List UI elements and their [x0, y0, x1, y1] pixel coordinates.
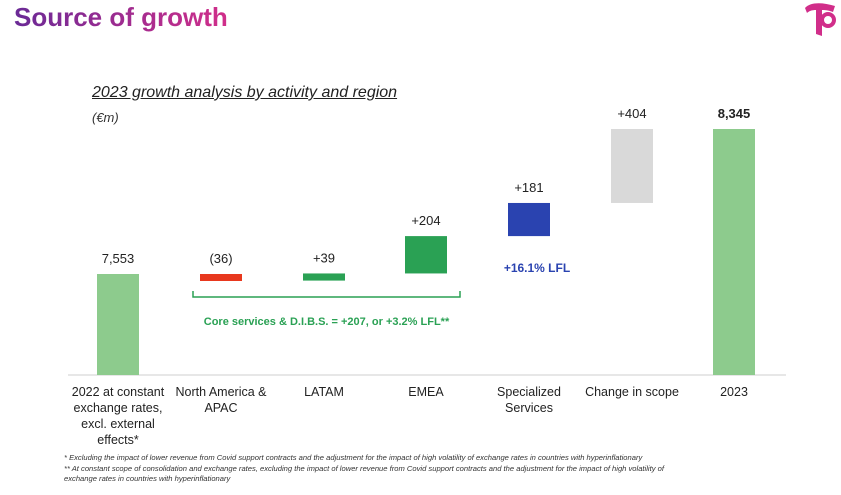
category-label-2-0: LATAM — [304, 385, 344, 399]
specialized-lfl-annotation: +16.1% LFL — [504, 261, 570, 275]
footnote-2: ** At constant scope of consolidation an… — [64, 463, 664, 473]
category-label-1-1: APAC — [204, 401, 237, 415]
bar-6 — [713, 129, 755, 375]
footnote-1: * Excluding the impact of lower revenue … — [64, 453, 643, 462]
category-label-0-1: exchange rates, — [74, 401, 163, 415]
footnote-3: exchange rates in countries with hyperin… — [64, 474, 231, 483]
chart-title: 2023 growth analysis by activity and reg… — [92, 84, 398, 101]
category-label-6-0: 2023 — [720, 385, 748, 399]
waterfall-chart: 7,553 2022 at constant exchange rates, excl… — [68, 106, 786, 447]
category-label-0-0: 2022 at constant — [72, 385, 165, 399]
bar-2 — [303, 273, 345, 281]
core-services-bracket — [192, 291, 461, 298]
data-label-5: +404 — [617, 106, 646, 121]
category-label-0-3: effects* — [97, 433, 139, 447]
bar-5 — [611, 129, 653, 203]
core-services-annotation: Core services & D.I.B.S. = +207, or +3.2… — [204, 316, 450, 328]
bar-1 — [200, 274, 242, 281]
page-title: Source of growth — [14, 2, 228, 32]
category-label-4-1: Services — [505, 401, 553, 415]
category-label-1-0: North America & — [175, 385, 267, 399]
bar-3 — [405, 236, 447, 274]
data-label-4: +181 — [514, 180, 543, 195]
category-label-5-0: Change in scope — [585, 385, 679, 399]
category-label-3-0: EMEA — [408, 385, 444, 399]
footnotes: * Excluding the impact of lower revenue … — [64, 453, 824, 485]
bar-4 — [508, 202, 550, 237]
company-logo-icon — [805, 3, 836, 36]
category-label-4-0: Specialized — [497, 385, 561, 399]
data-label-1: (36) — [209, 251, 232, 266]
data-label-3: +204 — [411, 213, 440, 228]
data-label-6: 8,345 — [718, 106, 751, 121]
chart-unit: (€m) — [92, 110, 119, 125]
data-label-2: +39 — [313, 250, 335, 265]
data-label-0: 7,553 — [102, 251, 135, 266]
category-label-0-2: excl. external — [81, 417, 155, 431]
bar-0 — [97, 274, 139, 375]
